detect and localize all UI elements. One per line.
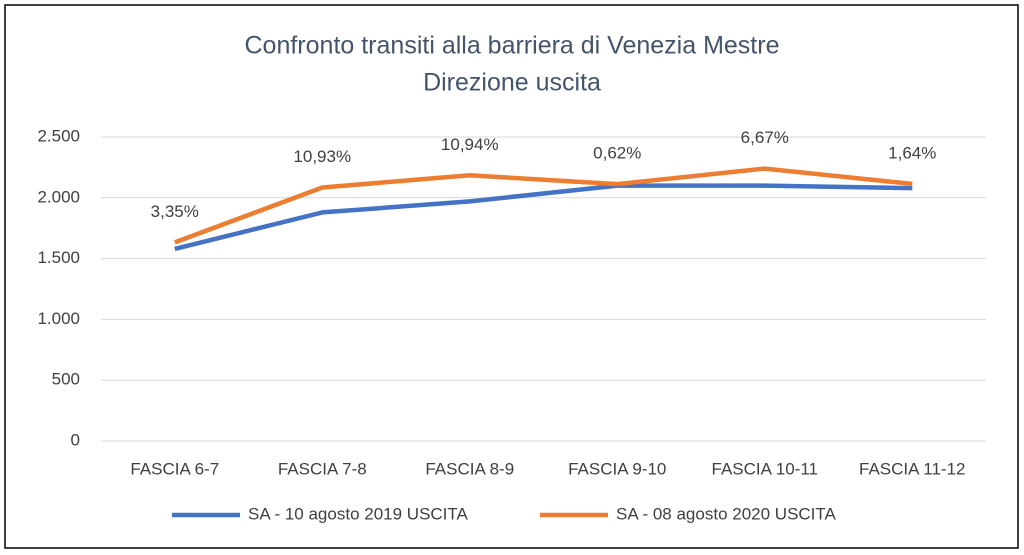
x-tick-label: FASCIA 7-8	[278, 459, 367, 478]
x-tick-label: FASCIA 6-7	[130, 459, 219, 478]
chart-title: Direzione uscita	[423, 69, 601, 97]
y-tick-label: 500	[52, 370, 80, 389]
chart-border	[4, 4, 1019, 549]
x-tick-label: FASCIA 10-11	[712, 459, 818, 478]
legend-label: SA - 08 agosto 2020 USCITA	[616, 504, 837, 523]
annotation: 10,93%	[293, 147, 351, 166]
chart-title: Confronto transiti alla barriera di Vene…	[245, 32, 780, 60]
series-line	[174, 183, 913, 252]
annotation: 3,35%	[151, 202, 199, 221]
y-tick-label: 1.500	[37, 248, 80, 267]
annotation: 10,94%	[441, 135, 499, 154]
series-line	[174, 166, 913, 245]
x-tick-label: FASCIA 9-10	[568, 459, 666, 478]
annotation: 6,67%	[741, 128, 789, 147]
legend-label: SA - 10 agosto 2019 USCITA	[248, 504, 469, 523]
y-tick-label: 2.000	[37, 187, 80, 206]
x-tick-label: FASCIA 11-12	[859, 459, 965, 478]
x-tick-label: FASCIA 8-9	[425, 459, 514, 478]
y-tick-label: 2.500	[37, 126, 80, 145]
annotation: 0,62%	[593, 144, 641, 163]
y-tick-label: 0	[71, 430, 80, 449]
y-tick-label: 1.000	[37, 309, 80, 328]
annotation: 1,64%	[888, 143, 936, 162]
